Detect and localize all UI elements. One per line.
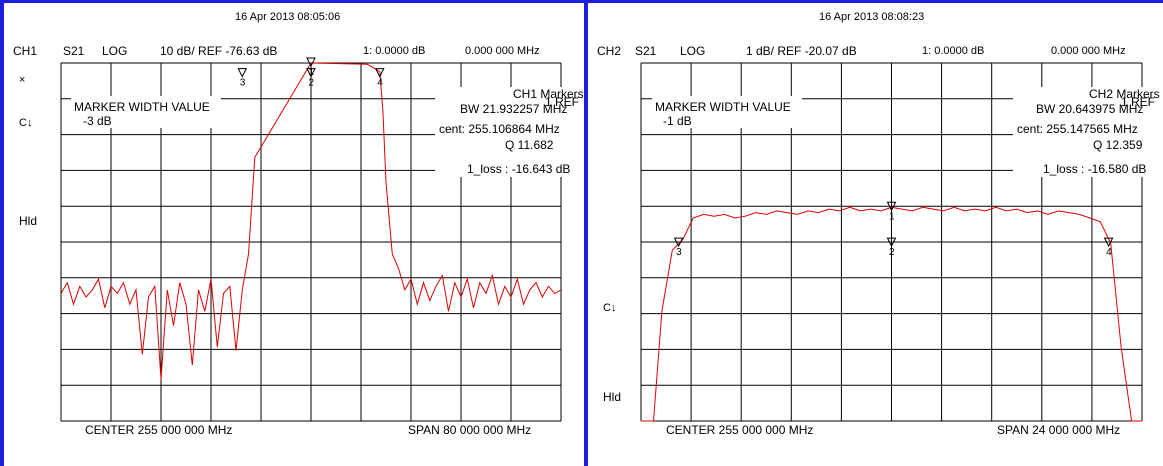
ch1-marker-label-1: 1 xyxy=(309,67,315,78)
ch2-param: S21 xyxy=(635,44,657,58)
panel-divider xyxy=(584,0,588,466)
ch1-marker-3 xyxy=(237,68,248,78)
ch2-marker-3 xyxy=(673,237,684,248)
ch2-markers-panel: CH2 Markers 1 REF BW 20.643975 MHz cent:… xyxy=(1013,87,1163,177)
ch2-marker-freq: 0.000 000 MHz xyxy=(1051,45,1126,57)
ch1-side-label-c: C↓ xyxy=(19,117,32,129)
ch2-footer: CENTER 255 000 000 MHz SPAN 24 000 000 M… xyxy=(666,423,1120,437)
ch2-marker-width: MARKER WIDTH VALUE -1 dB xyxy=(652,96,802,128)
ch2-side-label-hld: Hld xyxy=(603,390,621,404)
ch2-loss: 1_loss : -16.580 dB xyxy=(1043,162,1146,176)
ch2-trace xyxy=(641,206,1142,422)
ch2-scale: 1 dB/ REF -20.07 dB xyxy=(746,44,857,58)
ch1-span: SPAN 80 000 000 MHz xyxy=(408,423,531,437)
ch1-param: S21 xyxy=(63,44,85,58)
ch1-center: CENTER 255 000 000 MHz xyxy=(85,423,232,437)
ch2-format: LOG xyxy=(680,44,705,58)
ch1-marker-width: MARKER WIDTH VALUE -3 dB xyxy=(71,96,221,128)
ch1-marker-width-title: MARKER WIDTH VALUE xyxy=(74,100,210,114)
ch2-q: Q 12.359 xyxy=(1093,138,1143,152)
ch1-marker-1 xyxy=(306,57,316,68)
ch1-marker-readout: 1: 0.0000 dB xyxy=(363,45,425,57)
ch1-trace xyxy=(60,62,562,380)
ch1-graticule xyxy=(60,62,562,422)
ch1-header: 16 Apr 2013 08:05:06 CH1 S21 LOG 10 dB/ … xyxy=(13,11,540,58)
ch2-marker-width-title: MARKER WIDTH VALUE xyxy=(655,100,791,114)
ch1-marker-label-4: 4 xyxy=(377,78,383,89)
ch2-span: SPAN 24 000 000 MHz xyxy=(997,423,1120,437)
ch1-markers-title: CH1 Markers xyxy=(513,87,583,101)
ch1-marker-4 xyxy=(374,68,385,78)
top-border xyxy=(0,0,1163,3)
left-border xyxy=(0,0,4,466)
ch1-datetime: 16 Apr 2013 08:05:06 xyxy=(235,11,340,23)
ch2-marker-points: 1 2 3 4 xyxy=(673,201,1114,258)
ch2-marker-label-3: 3 xyxy=(676,247,682,258)
ch2-marker-label-2: 2 xyxy=(889,247,895,258)
ch2-panel: 16 Apr 2013 08:08:23 CH2 S21 LOG 1 dB/ R… xyxy=(597,11,1163,437)
ch1-marker-2 xyxy=(306,68,316,78)
ch2-side-label-c: C↓ xyxy=(603,302,616,314)
ch2-header: 16 Apr 2013 08:08:23 CH2 S21 LOG 1 dB/ R… xyxy=(597,11,1126,58)
ch2-cent: cent: 255.147565 MHz xyxy=(1017,122,1138,136)
ch2-bw: BW 20.643975 MHz xyxy=(1036,102,1143,116)
ch1-side-label-top: × xyxy=(19,74,25,86)
ch1-markers-ref: 1 REF xyxy=(545,95,579,109)
ch2-datetime: 16 Apr 2013 08:08:23 xyxy=(819,11,924,23)
ch2-marker-1 xyxy=(886,201,897,212)
ch1-scale: 10 dB/ REF -76.63 dB xyxy=(160,44,277,58)
ch2-marker-readout: 1: 0.0000 dB xyxy=(922,45,984,57)
ch1-side-label-hld: Hld xyxy=(19,214,37,228)
ch1-format: LOG xyxy=(102,44,127,58)
ch1-bw: BW 21.932257 MHz xyxy=(460,102,567,116)
ch1-marker-points: 12 3 4 xyxy=(237,57,385,89)
ch1-markers-panel: CH1 Markers 1 REF BW 21.932257 MHz cent:… xyxy=(435,87,583,177)
ch2-markers-title: CH2 Markers xyxy=(1089,87,1160,101)
ch1-marker-freq: 0.000 000 MHz xyxy=(465,45,540,57)
ch1-marker-label-3: 3 xyxy=(240,78,246,89)
ch2-marker-label-1: 1 xyxy=(889,211,895,222)
ch1-footer: CENTER 255 000 000 MHz SPAN 80 000 000 M… xyxy=(85,423,531,437)
ch1-channel: CH1 xyxy=(13,44,37,58)
ch1-panel: 16 Apr 2013 08:05:06 CH1 S21 LOG 10 dB/ … xyxy=(13,11,583,437)
ch1-q: Q 11.682 xyxy=(505,138,554,152)
ch2-channel: CH2 xyxy=(597,44,621,58)
ch2-markers-ref: 1 REF xyxy=(1121,95,1155,109)
ch1-marker-width-value: -3 dB xyxy=(83,114,112,128)
ch2-marker-4 xyxy=(1103,237,1114,248)
ch1-cent: cent: 255.106864 MHz xyxy=(439,122,560,136)
ch2-marker-2 xyxy=(886,237,897,248)
ch2-marker-label-4: 4 xyxy=(1106,247,1112,258)
ch2-center: CENTER 255 000 000 MHz xyxy=(666,423,813,437)
ch2-marker-width-value: -1 dB xyxy=(663,114,692,128)
ch1-marker-label-2: 2 xyxy=(309,78,315,89)
ch1-loss: 1_loss : -16.643 dB xyxy=(467,162,570,176)
